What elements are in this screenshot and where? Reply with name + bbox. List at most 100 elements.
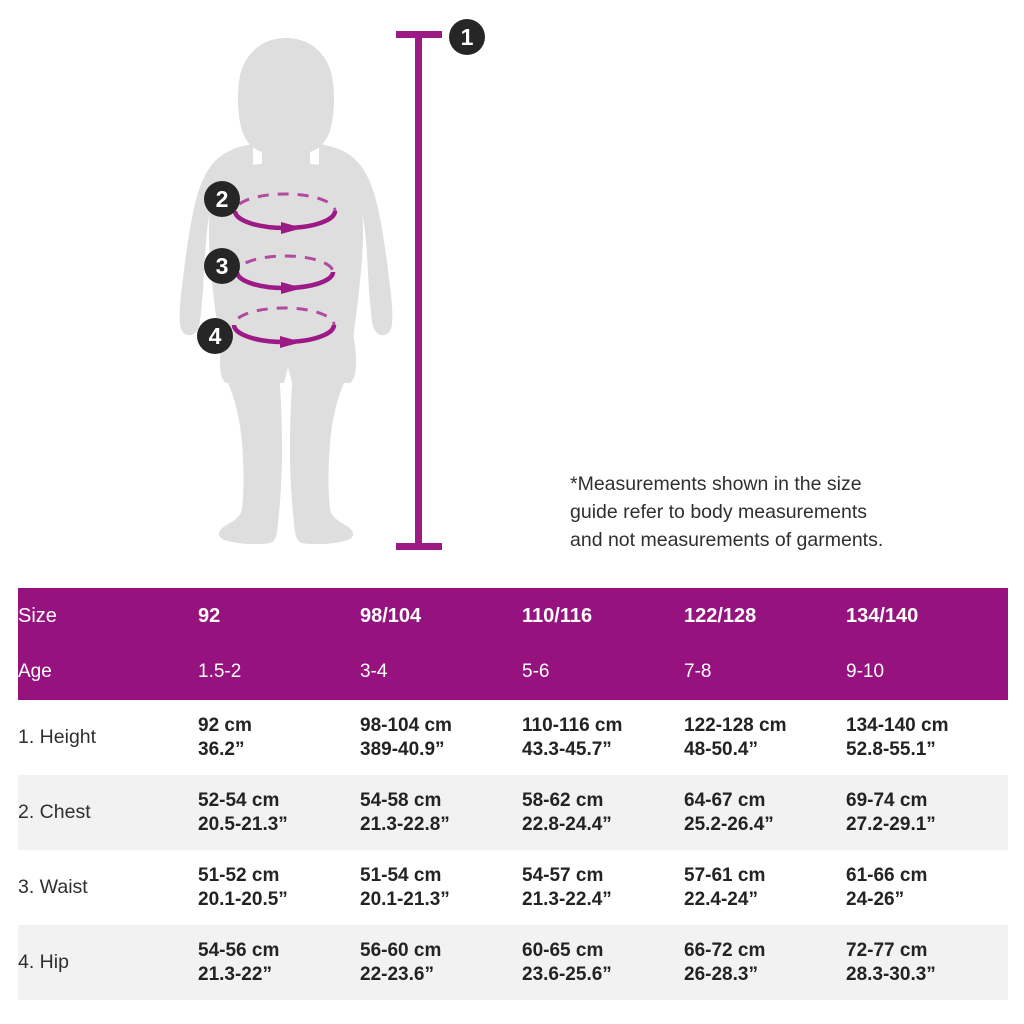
header-age-label: Age <box>18 661 52 682</box>
cell-hip-98-104: 56-60 cm 22-23.6” <box>360 925 522 1000</box>
cell-hip-122-128: 66-72 cm 26-28.3” <box>684 925 846 1000</box>
table-row: 3. Waist 51-52 cm 20.1-20.5” 51-54 cm 20… <box>18 850 1008 925</box>
cell-cm: 92 cm <box>198 714 252 736</box>
row-label-chest: 2. Chest <box>18 801 91 823</box>
cell-inch: 21.3-22.4” <box>522 888 612 910</box>
header-size-col-3: 110/116 <box>522 604 593 627</box>
hip-measure-loop <box>231 306 337 348</box>
row-label-height: 1. Height <box>18 726 97 748</box>
cell-height-122-128: 122-128 cm 48-50.4” <box>684 700 846 775</box>
cell-inch: 52.8-55.1” <box>846 738 936 760</box>
badge-1-label: 1 <box>461 24 474 50</box>
row-label-hip: 4. Hip <box>18 951 69 973</box>
badge-4-label: 4 <box>209 323 222 349</box>
header-age-col-2: 3-4 <box>360 661 388 682</box>
header-age-col-3: 5-6 <box>522 661 550 682</box>
cell-cm: 54-58 cm <box>360 789 442 811</box>
cell-inch: 43.3-45.7” <box>522 738 612 760</box>
cell-waist-110-116: 54-57 cm 21.3-22.4” <box>522 850 684 925</box>
cell-inch: 21.3-22” <box>198 963 272 985</box>
header-age-col-4: 7-8 <box>684 661 712 682</box>
cell-cm: 60-65 cm <box>522 939 604 961</box>
cell-cm: 56-60 cm <box>360 939 442 961</box>
size-guide-table: Size 92 98/104 110/116 122/128 134/140 A… <box>18 588 1008 1000</box>
badge-2: 2 <box>204 181 240 217</box>
table-header: Size 92 98/104 110/116 122/128 134/140 A… <box>18 588 1008 700</box>
header-row-size: Size 92 98/104 110/116 122/128 134/140 <box>18 588 1008 644</box>
cell-cm: 57-61 cm <box>684 864 766 886</box>
cell-waist-98-104: 51-54 cm 20.1-21.3” <box>360 850 522 925</box>
badge-1: 1 <box>449 19 485 55</box>
header-row-age: Age 1.5-2 3-4 5-6 7-8 9-10 <box>18 644 1008 700</box>
cell-cm: 122-128 cm <box>684 714 787 736</box>
header-age-col-1: 1.5-2 <box>198 661 242 682</box>
size-guide-illustration: 1 2 3 4 <box>179 19 485 550</box>
cell-height-92: 92 cm 36.2” <box>198 700 360 775</box>
cell-cm: 72-77 cm <box>846 939 928 961</box>
cell-chest-98-104: 54-58 cm 21.3-22.8” <box>360 775 522 850</box>
measurements-footnote: *Measurements shown in the size guide re… <box>570 473 884 551</box>
chest-measure-loop <box>232 192 338 234</box>
cell-cm: 54-56 cm <box>198 939 280 961</box>
badge-3: 3 <box>204 248 240 284</box>
cell-cm: 69-74 cm <box>846 789 928 811</box>
cell-chest-134-140: 69-74 cm 27.2-29.1” <box>846 775 1008 850</box>
cell-cm: 66-72 cm <box>684 939 766 961</box>
header-age-col-5: 9-10 <box>846 661 885 682</box>
cell-cm: 51-54 cm <box>360 864 442 886</box>
row-label-waist: 3. Waist <box>18 876 88 898</box>
cell-waist-134-140: 61-66 cm 24-26” <box>846 850 1008 925</box>
cell-cm: 52-54 cm <box>198 789 280 811</box>
cell-height-134-140: 134-140 cm 52.8-55.1” <box>846 700 1008 775</box>
table-row: 2. Chest 52-54 cm 20.5-21.3” 54-58 cm 21… <box>18 775 1008 850</box>
cell-inch: 22.4-24” <box>684 888 758 910</box>
cell-hip-134-140: 72-77 cm 28.3-30.3” <box>846 925 1008 1000</box>
cell-cm: 58-62 cm <box>522 789 604 811</box>
cell-inch: 27.2-29.1” <box>846 813 936 835</box>
cell-chest-92: 52-54 cm 20.5-21.3” <box>198 775 360 850</box>
table-row: 1. Height 92 cm 36.2” 98-104 cm 389-40.9… <box>18 700 1008 775</box>
cell-cm: 61-66 cm <box>846 864 928 886</box>
body-diagram-svg: 1 2 3 4 <box>179 19 485 550</box>
cell-chest-110-116: 58-62 cm 22.8-24.4” <box>522 775 684 850</box>
height-measure-line <box>396 31 442 550</box>
badge-4: 4 <box>197 318 233 354</box>
cell-height-110-116: 110-116 cm 43.3-45.7” <box>522 700 684 775</box>
cell-cm: 98-104 cm <box>360 714 452 736</box>
table-row: 4. Hip 54-56 cm 21.3-22” 56-60 cm 22-23.… <box>18 925 1008 1000</box>
cell-inch: 20.1-21.3” <box>360 888 450 910</box>
cell-inch: 20.5-21.3” <box>198 813 288 835</box>
cell-inch: 23.6-25.6” <box>522 963 612 985</box>
cell-hip-110-116: 60-65 cm 23.6-25.6” <box>522 925 684 1000</box>
cell-cm: 134-140 cm <box>846 714 949 736</box>
cell-inch: 24-26” <box>846 888 905 910</box>
cell-waist-92: 51-52 cm 20.1-20.5” <box>198 850 360 925</box>
cell-cm: 110-116 cm <box>522 714 623 736</box>
cell-inch: 48-50.4” <box>684 738 758 760</box>
cell-inch: 22.8-24.4” <box>522 813 612 835</box>
cell-cm: 54-57 cm <box>522 864 604 886</box>
cell-inch: 22-23.6” <box>360 963 434 985</box>
child-body-silhouette <box>179 38 393 544</box>
header-size-label: Size <box>18 604 57 627</box>
badge-2-label: 2 <box>216 186 229 212</box>
badge-3-label: 3 <box>216 253 229 279</box>
cell-chest-122-128: 64-67 cm 25.2-26.4” <box>684 775 846 850</box>
header-size-col-1: 92 <box>198 604 221 627</box>
cell-inch: 25.2-26.4” <box>684 813 774 835</box>
header-size-col-4: 122/128 <box>684 604 757 627</box>
header-size-col-2: 98/104 <box>360 604 422 627</box>
cell-inch: 20.1-20.5” <box>198 888 288 910</box>
cell-inch: 28.3-30.3” <box>846 963 936 985</box>
table-body: 1. Height 92 cm 36.2” 98-104 cm 389-40.9… <box>18 700 1008 1000</box>
cell-height-98-104: 98-104 cm 389-40.9” <box>360 700 522 775</box>
header-size-col-5: 134/140 <box>846 604 919 627</box>
cell-cm: 64-67 cm <box>684 789 766 811</box>
cell-cm: 51-52 cm <box>198 864 280 886</box>
cell-inch: 389-40.9” <box>360 738 445 760</box>
cell-inch: 36.2” <box>198 738 245 760</box>
cell-inch: 26-28.3” <box>684 963 758 985</box>
cell-hip-92: 54-56 cm 21.3-22” <box>198 925 360 1000</box>
cell-waist-122-128: 57-61 cm 22.4-24” <box>684 850 846 925</box>
cell-inch: 21.3-22.8” <box>360 813 450 835</box>
